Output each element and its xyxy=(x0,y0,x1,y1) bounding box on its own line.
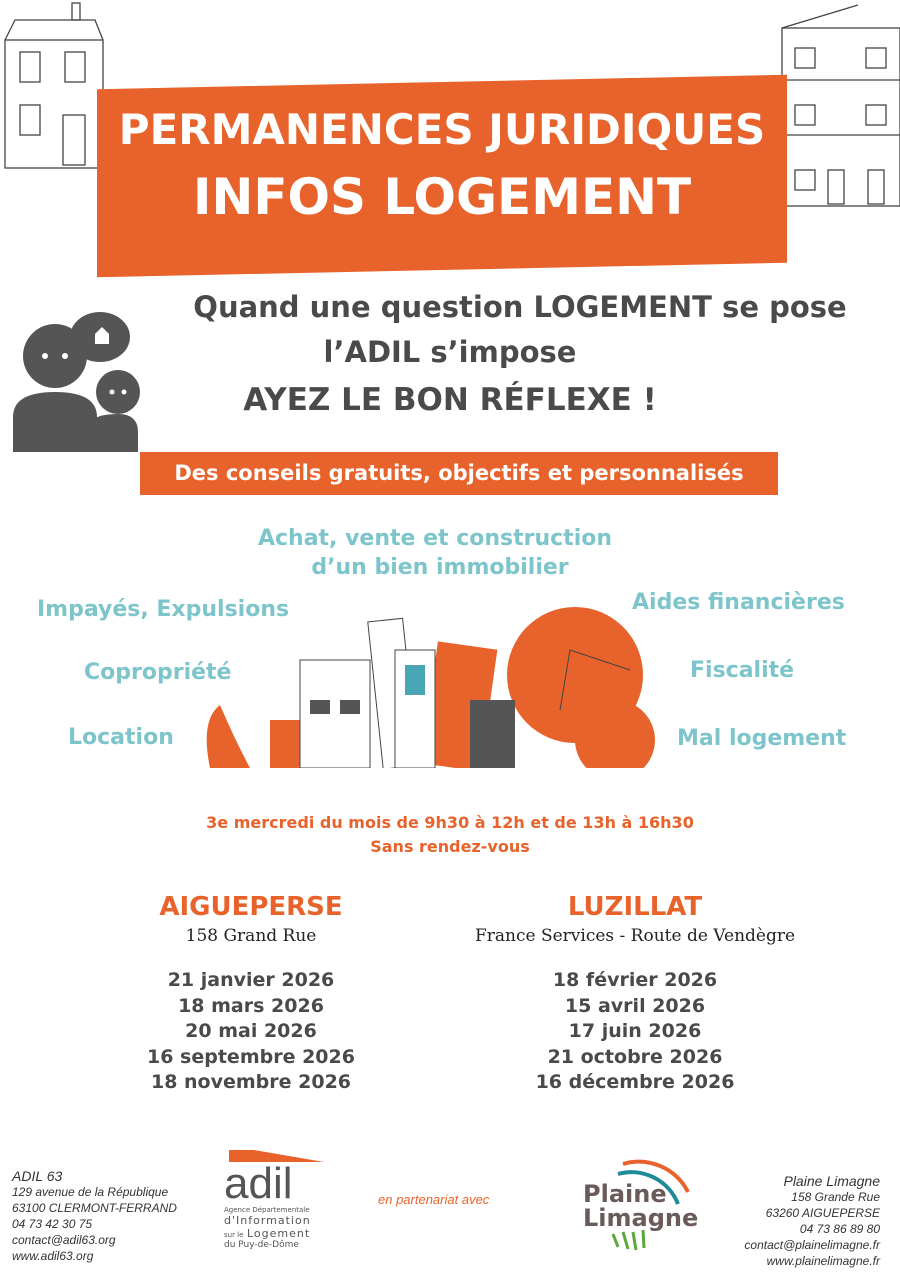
adil-phone: 04 73 42 30 75 xyxy=(12,1217,93,1231)
plaine-limagne-arcs-icon xyxy=(611,1159,690,1251)
adil-logo-sub: du Puy-de-Dôme xyxy=(224,1240,299,1250)
adil-street: 129 avenue de la République xyxy=(12,1185,169,1199)
adil-name: ADIL 63 xyxy=(12,1168,63,1184)
city-illustration xyxy=(206,607,655,768)
dates-luzillat: 18 février 2026 15 avril 2026 17 juin 2026… xyxy=(465,968,805,1096)
adil-email[interactable]: contact@adil63.org xyxy=(12,1233,116,1247)
plaine-limagne-wordmark: Plaine Limagne xyxy=(583,1182,698,1230)
date: 16 septembre 2026 xyxy=(147,1045,355,1068)
pl-logo-l2: Limagne xyxy=(583,1204,699,1232)
city-aigueperse: AIGUEPERSE xyxy=(159,892,343,922)
topic-impayes: Impayés, Expulsions xyxy=(37,597,290,622)
date: 17 juin 2026 xyxy=(568,1020,702,1042)
topic-location: Location xyxy=(68,725,174,750)
date: 21 octobre 2026 xyxy=(547,1045,723,1068)
address-luzillat: France Services - Route de Vendègre xyxy=(474,926,796,946)
date: 18 février 2026 xyxy=(552,969,718,991)
house-illustrations xyxy=(4,2,900,207)
topic-fiscalite: Fiscalité xyxy=(690,658,795,683)
adil-logo-sub: d'Information xyxy=(224,1214,311,1227)
topic-copropriete: Copropriété xyxy=(84,660,232,685)
adil-city: 63100 CLERMONT-FERRAND xyxy=(12,1201,177,1215)
plaine-contact: Plaine Limagne 158 Grande Rue 63260 AIGU… xyxy=(744,1173,880,1269)
headline-line-2: l’ADIL s’impose xyxy=(323,335,577,369)
adil-contact: ADIL 63 129 avenue de la République 6310… xyxy=(12,1168,177,1264)
date: 15 avril 2026 xyxy=(564,994,706,1017)
city-luzillat: LUZILLAT xyxy=(567,892,703,922)
date: 16 décembre 2026 xyxy=(535,1071,735,1093)
headline-line-1: Quand une question LOGEMENT se pose xyxy=(193,290,847,324)
plaine-city: 63260 AIGUEPERSE xyxy=(765,1206,880,1220)
title-line-1: PERMANENCES JURIDIQUES xyxy=(118,105,766,154)
headline-line-3: AYEZ LE BON RÉFLEXE ! xyxy=(243,382,657,418)
adil-logo-sub: Agence Départementale xyxy=(224,1206,310,1214)
schedule-no-appointment: Sans rendez-vous xyxy=(370,837,530,856)
date: 18 novembre 2026 xyxy=(150,1071,352,1093)
topic-aides: Aides financières xyxy=(632,590,845,615)
topic-purchase: Achat, vente et construction xyxy=(257,526,613,551)
left-house-icon xyxy=(4,2,104,169)
adil-logo-sub: Logement xyxy=(246,1227,311,1240)
plaine-phone: 04 73 86 89 80 xyxy=(799,1222,880,1236)
plaine-website[interactable]: www.plainelimagne.fr xyxy=(766,1254,880,1268)
date: 20 mai 2026 xyxy=(185,1020,317,1042)
plaine-street: 158 Grande Rue xyxy=(791,1190,880,1204)
plaine-email[interactable]: contact@plainelimagne.fr xyxy=(744,1238,880,1252)
plaine-name: Plaine Limagne xyxy=(783,1173,880,1189)
topic-purchase-2: d’un bien immobilier xyxy=(311,555,569,580)
people-chat-icon xyxy=(13,312,140,452)
dates-aigueperse: 21 janvier 2026 18 mars 2026 20 mai 2026 16… xyxy=(81,968,421,1096)
adil-logo-word: adil xyxy=(224,1159,293,1208)
address-aigueperse: 158 Grand Rue xyxy=(185,926,317,946)
date: 21 janvier 2026 xyxy=(167,969,335,991)
title-line-2: INFOS LOGEMENT xyxy=(192,168,692,226)
date: 18 mars 2026 xyxy=(178,994,324,1017)
schedule-hours: 3e mercredi du mois de 9h30 à 12h et de … xyxy=(206,813,694,832)
adil-logo: adil Agence Départementale d'Information… xyxy=(224,1150,324,1250)
tagline-bar: Des conseils gratuits, objectifs et pers… xyxy=(140,452,778,495)
adil-logo-sub: sur le xyxy=(224,1231,244,1239)
plaine-limagne-logo: Plaine Limagne xyxy=(578,1152,698,1252)
right-building-icon xyxy=(781,4,900,207)
pl-logo-l1: Plaine xyxy=(583,1180,667,1208)
topic-mal-logement: Mal logement xyxy=(677,726,847,751)
partnership-text: en partenariat avec xyxy=(378,1192,490,1207)
adil-website[interactable]: www.adil63.org xyxy=(12,1249,94,1263)
